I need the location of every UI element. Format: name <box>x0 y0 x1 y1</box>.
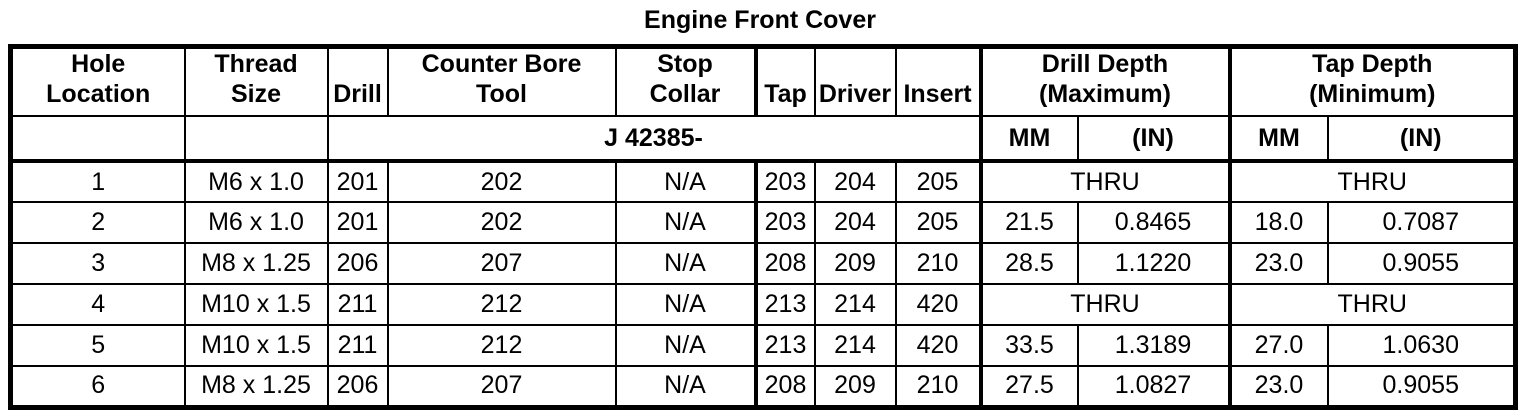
table-row-hole-1: 1 M6 x 1.0 201 202 N/A 203 204 205 THRU … <box>9 160 1517 203</box>
col-header-driver: Driver <box>813 45 897 117</box>
cell-tap-depth-mm: 23.0 <box>1227 242 1329 285</box>
cell-insert: 210 <box>894 242 982 285</box>
cell-drill-depth-thru: THRU <box>978 283 1231 326</box>
cell-counter-bore-tool: 212 <box>386 283 617 326</box>
cell-tap: 203 <box>753 160 816 203</box>
subheader-hole-location-empty <box>9 115 186 163</box>
cell-drill-depth-in: 1.0827 <box>1076 365 1231 408</box>
header-row: Hole Location Thread Size Drill Counter … <box>9 45 1517 117</box>
col-header-tap-depth: Tap Depth (Minimum) <box>1227 45 1517 117</box>
page-title: Engine Front Cover <box>644 6 876 34</box>
cell-drill: 201 <box>326 201 389 244</box>
cell-driver: 214 <box>813 283 897 326</box>
cell-tap-depth-in: 1.0630 <box>1326 324 1517 367</box>
subheader-tap-depth-in: (IN) <box>1326 115 1517 163</box>
cell-hole-location: 1 <box>9 160 186 203</box>
cell-stop-collar: N/A <box>614 324 757 367</box>
cell-drill: 201 <box>326 160 389 203</box>
cell-drill-depth-in: 1.3189 <box>1076 324 1231 367</box>
cell-drill-depth-in: 1.1220 <box>1076 242 1231 285</box>
cell-drill-depth-mm: 21.5 <box>978 201 1079 244</box>
col-header-drill: Drill <box>326 45 389 117</box>
cell-drill: 211 <box>326 283 389 326</box>
cell-thread-size: M10 x 1.5 <box>183 324 329 367</box>
cell-tap-depth-mm: 23.0 <box>1227 365 1329 408</box>
cell-tap-depth-in: 0.7087 <box>1326 201 1517 244</box>
cell-drill-depth-mm: 28.5 <box>978 242 1079 285</box>
cell-thread-size: M10 x 1.5 <box>183 283 329 326</box>
cell-stop-collar: N/A <box>614 201 757 244</box>
cell-insert: 205 <box>894 160 982 203</box>
cell-tap-depth-in: 0.9055 <box>1326 242 1517 285</box>
cell-tap-depth-thru: THRU <box>1227 283 1517 326</box>
col-header-counter-bore-tool: Counter Bore Tool <box>386 45 617 117</box>
cell-hole-location: 4 <box>9 283 186 326</box>
col-header-tap: Tap <box>753 45 816 117</box>
table-row-hole-4: 4 M10 x 1.5 211 212 N/A 213 214 420 THRU… <box>9 283 1517 326</box>
cell-tap: 213 <box>753 324 816 367</box>
cell-tap-depth-in: 0.9055 <box>1326 365 1517 408</box>
engine-front-cover-table: Hole Location Thread Size Drill Counter … <box>8 43 1518 410</box>
cell-stop-collar: N/A <box>614 283 757 326</box>
cell-insert: 210 <box>894 365 982 408</box>
cell-stop-collar: N/A <box>614 160 757 203</box>
subheader-drill-depth-mm: MM <box>978 115 1079 163</box>
cell-insert: 205 <box>894 201 982 244</box>
cell-drill-depth-mm: 33.5 <box>978 324 1079 367</box>
col-header-insert: Insert <box>894 45 982 117</box>
subheader-tap-depth-mm: MM <box>1227 115 1329 163</box>
cell-insert: 420 <box>894 283 982 326</box>
cell-driver: 209 <box>813 242 897 285</box>
cell-driver: 204 <box>813 201 897 244</box>
cell-tap: 208 <box>753 365 816 408</box>
cell-hole-location: 3 <box>9 242 186 285</box>
col-header-hole-location: Hole Location <box>9 45 186 117</box>
cell-tap-depth-mm: 18.0 <box>1227 201 1329 244</box>
cell-thread-size: M6 x 1.0 <box>183 201 329 244</box>
cell-tap: 208 <box>753 242 816 285</box>
cell-drill-depth-mm: 27.5 <box>978 365 1079 408</box>
cell-tap-depth-mm: 27.0 <box>1227 324 1329 367</box>
cell-insert: 420 <box>894 324 982 367</box>
cell-drill: 206 <box>326 242 389 285</box>
cell-stop-collar: N/A <box>614 242 757 285</box>
col-header-drill-depth: Drill Depth (Maximum) <box>978 45 1231 117</box>
cell-driver: 214 <box>813 324 897 367</box>
table-row-hole-6: 6 M8 x 1.25 206 207 N/A 208 209 210 27.5… <box>9 365 1517 408</box>
cell-tap: 213 <box>753 283 816 326</box>
subheader-drill-depth-in: (IN) <box>1076 115 1231 163</box>
cell-stop-collar: N/A <box>614 365 757 408</box>
table-row-hole-2: 2 M6 x 1.0 201 202 N/A 203 204 205 21.5 … <box>9 201 1517 244</box>
cell-drill-depth-in: 0.8465 <box>1076 201 1231 244</box>
cell-driver: 209 <box>813 365 897 408</box>
cell-counter-bore-tool: 212 <box>386 324 617 367</box>
cell-counter-bore-tool: 207 <box>386 365 617 408</box>
cell-drill: 206 <box>326 365 389 408</box>
table-row-hole-5: 5 M10 x 1.5 211 212 N/A 213 214 420 33.5… <box>9 324 1517 367</box>
cell-tap: 203 <box>753 201 816 244</box>
cell-thread-size: M8 x 1.25 <box>183 242 329 285</box>
cell-counter-bore-tool: 207 <box>386 242 617 285</box>
cell-hole-location: 5 <box>9 324 186 367</box>
tool-prefix-cell: J 42385- <box>326 115 982 163</box>
subheader-thread-size-empty <box>183 115 329 163</box>
cell-hole-location: 6 <box>9 365 186 408</box>
cell-hole-location: 2 <box>9 201 186 244</box>
cell-drill: 211 <box>326 324 389 367</box>
cell-thread-size: M8 x 1.25 <box>183 365 329 408</box>
col-header-stop-collar: Stop Collar <box>614 45 757 117</box>
cell-thread-size: M6 x 1.0 <box>183 160 329 203</box>
cell-counter-bore-tool: 202 <box>386 201 617 244</box>
cell-drill-depth-thru: THRU <box>978 160 1231 203</box>
cell-tap-depth-thru: THRU <box>1227 160 1517 203</box>
subheader-row: J 42385- MM (IN) MM (IN) <box>9 115 1517 163</box>
col-header-thread-size: Thread Size <box>183 45 329 117</box>
table-row-hole-3: 3 M8 x 1.25 206 207 N/A 208 209 210 28.5… <box>9 242 1517 285</box>
cell-driver: 204 <box>813 160 897 203</box>
cell-counter-bore-tool: 202 <box>386 160 617 203</box>
